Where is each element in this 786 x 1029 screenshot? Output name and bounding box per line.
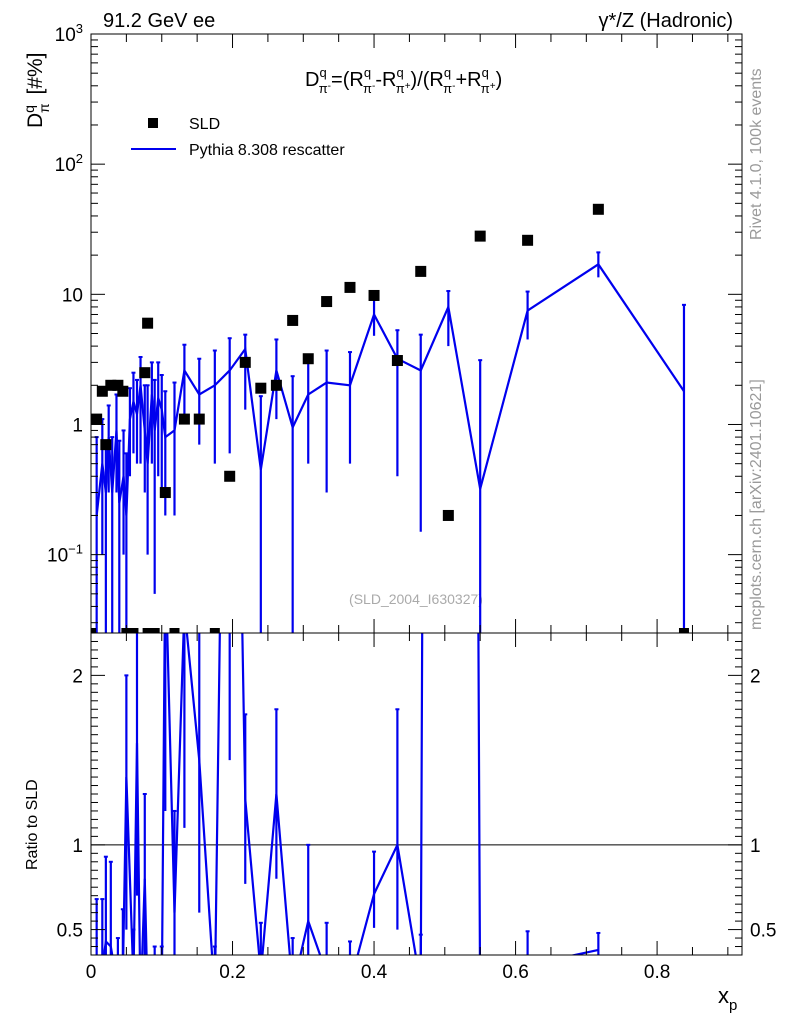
x-tick-label: 0.8 xyxy=(644,962,670,983)
ratio-line xyxy=(102,633,599,955)
sld-marker xyxy=(224,470,236,482)
y-tick-label: 10 xyxy=(62,285,83,306)
ratio-y-tick-label: 2 xyxy=(72,666,83,687)
sld-marker-offscale xyxy=(678,628,689,633)
y-axis-title: Dqπ [#%] xyxy=(21,53,52,129)
sld-marker xyxy=(391,355,403,367)
sld-marker-offscale xyxy=(91,628,96,633)
svg-text:Dqπ [#%]: Dqπ [#%] xyxy=(21,53,52,129)
ratio-y-tick-label-right: 0.5 xyxy=(750,921,776,942)
sld-marker xyxy=(105,379,117,391)
svg-text:Dqπ-=(Rqπ--Rqπ+)/(Rqπ-+Rqπ+): Dq π-=(Rq π--Rq π+)/(Rq π-+Rq π+) xyxy=(305,65,502,96)
sld-marker xyxy=(178,413,190,425)
y-tick-label: 103 xyxy=(55,21,83,46)
sld-marker-offscale xyxy=(209,628,220,633)
plot-formula-title: Dq π-=(Rq π--Rq π+)/(Rq π-+Rq π+) xyxy=(305,65,502,96)
analysis-label: (SLD_2004_I630327) xyxy=(349,591,483,607)
sld-marker xyxy=(270,379,282,391)
sld-marker xyxy=(321,296,333,308)
x-tick-label: 0 xyxy=(86,962,97,983)
ratio-y-tick-label: 0.5 xyxy=(57,921,83,942)
header-left-label: 91.2 GeV ee xyxy=(103,10,215,32)
legend-sld-marker xyxy=(148,118,158,128)
sld-marker xyxy=(368,289,380,301)
sld-marker xyxy=(239,356,251,368)
sld-marker xyxy=(442,509,454,521)
sld-marker-offscale xyxy=(169,628,180,633)
y-tick-label: 102 xyxy=(55,151,83,176)
sld-marker xyxy=(592,203,604,215)
sld-marker xyxy=(91,413,103,425)
sld-marker xyxy=(96,385,108,397)
sld-marker xyxy=(142,317,154,329)
legend-sld-label: SLD xyxy=(189,116,220,133)
legend: SLD Pythia 8.308 rescatter xyxy=(131,116,345,159)
x-axis-title: xp xyxy=(718,983,737,1014)
y-tick-label: 1 xyxy=(72,415,83,436)
sld-marker xyxy=(112,379,124,391)
rivet-version-label: Rivet 4.1.0, 100k events xyxy=(748,68,765,240)
sld-marker xyxy=(139,367,151,379)
legend-pythia-label: Pythia 8.308 rescatter xyxy=(189,142,345,159)
sld-marker xyxy=(522,234,534,246)
sld-marker xyxy=(193,413,205,425)
main-plot-area xyxy=(91,203,689,633)
svg-text:xp: xp xyxy=(718,983,737,1014)
ratio-y-tick-label: 1 xyxy=(72,836,83,857)
sld-marker-offscale xyxy=(128,628,139,633)
ratio-y-tick-label-right: 1 xyxy=(750,836,761,857)
ratio-axis-title: Ratio to SLD xyxy=(24,779,41,870)
sld-marker xyxy=(117,385,129,397)
x-tick-label: 0.2 xyxy=(219,962,245,983)
y-tick-label: 10−1 xyxy=(47,542,83,567)
ratio-y-tick-label-right: 2 xyxy=(750,666,761,687)
sld-marker xyxy=(415,265,427,277)
sld-marker xyxy=(159,487,171,499)
sld-marker xyxy=(474,230,486,242)
pythia-line xyxy=(95,262,685,516)
sld-marker xyxy=(255,382,267,394)
header-right-label: γ*/Z (Hadronic) xyxy=(599,10,733,32)
sld-marker xyxy=(344,281,356,293)
sld-marker xyxy=(302,353,314,365)
sld-marker-offscale xyxy=(149,628,160,633)
ratio-plot-frame xyxy=(90,632,743,956)
sld-marker-offscale xyxy=(142,628,153,633)
sld-marker xyxy=(100,439,112,451)
sld-marker xyxy=(287,314,299,326)
x-tick-label: 0.6 xyxy=(502,962,528,983)
mcplots-url-label: mcplots.cern.ch [arXiv:2401.10621] xyxy=(748,379,765,630)
x-tick-label: 0.4 xyxy=(361,962,388,983)
ratio-plot-area xyxy=(94,633,601,955)
